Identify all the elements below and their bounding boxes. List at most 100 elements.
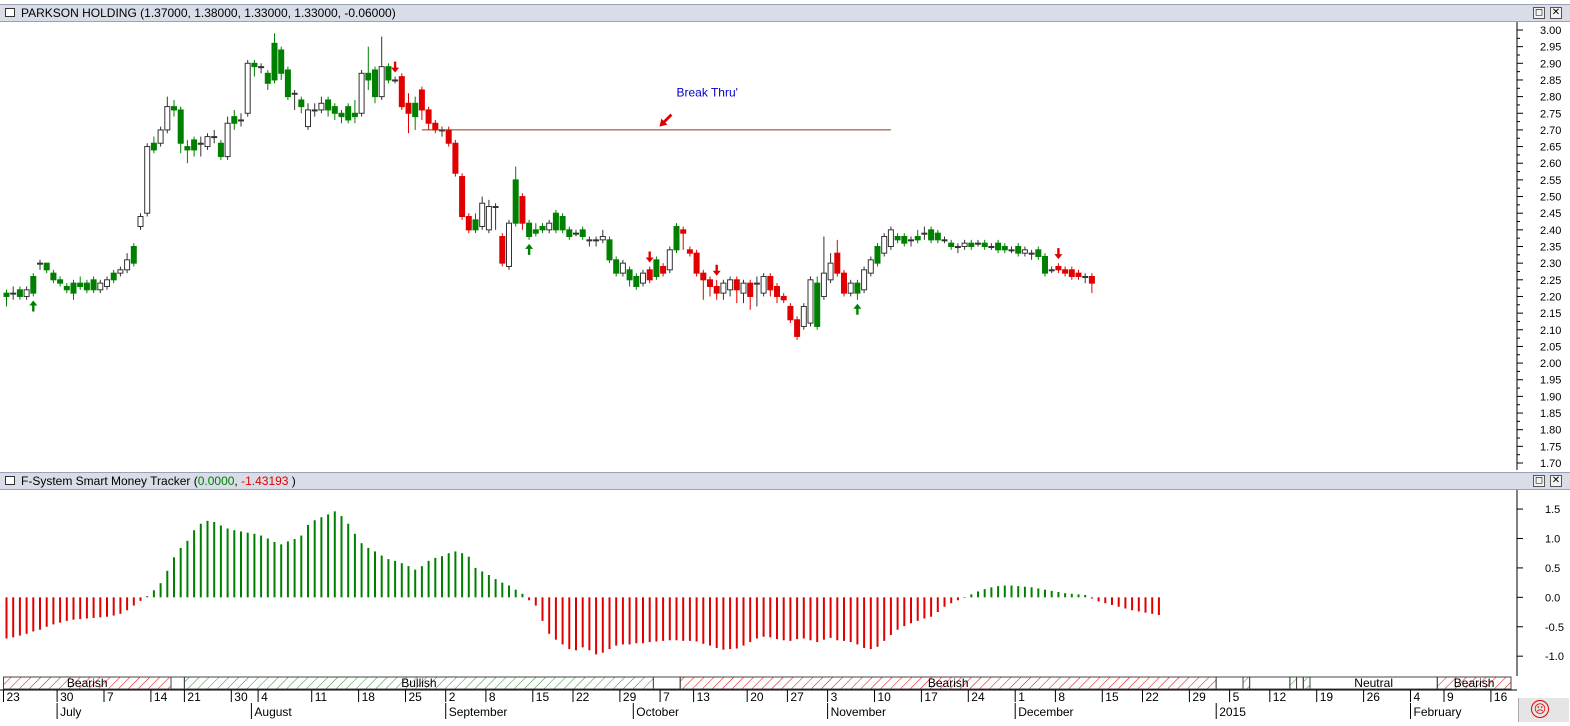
candle-body[interactable]: [50, 272, 57, 281]
candle-body[interactable]: [700, 272, 707, 281]
candle-body[interactable]: [519, 196, 526, 224]
candle-body[interactable]: [539, 226, 546, 231]
candle-body[interactable]: [546, 222, 553, 231]
candle-body[interactable]: [16, 289, 23, 297]
candle-body[interactable]: [57, 279, 64, 284]
candle-body[interactable]: [512, 179, 519, 224]
candle-body[interactable]: [244, 62, 251, 114]
candle-body[interactable]: [70, 282, 77, 294]
candle-body[interactable]: [325, 99, 332, 111]
candle-body[interactable]: [640, 272, 646, 284]
candle-body[interactable]: [97, 282, 104, 291]
candle-body[interactable]: [23, 289, 30, 297]
candle-body[interactable]: [43, 262, 50, 271]
status-face-icon[interactable]: ☹: [1531, 700, 1549, 718]
candle-body[interactable]: [881, 236, 888, 254]
candle-body[interactable]: [787, 305, 794, 321]
candle-body[interactable]: [894, 236, 901, 241]
candle-body[interactable]: [713, 285, 720, 294]
candle-body[interactable]: [211, 136, 218, 139]
candle-body[interactable]: [747, 282, 754, 297]
candle-body[interactable]: [981, 242, 988, 248]
candle-body[interactable]: [231, 116, 238, 124]
candle-body[interactable]: [418, 89, 425, 111]
candle-body[interactable]: [405, 102, 412, 114]
candle-body[interactable]: [305, 109, 311, 128]
candle-body[interactable]: [164, 106, 171, 131]
candle-body[interactable]: [861, 269, 868, 291]
candle-body[interactable]: [653, 259, 660, 277]
candle-body[interactable]: [224, 122, 231, 158]
candle-body[interactable]: [1062, 269, 1069, 274]
candle-body[interactable]: [331, 106, 338, 114]
candle-body[interactable]: [445, 129, 452, 144]
candle-body[interactable]: [901, 236, 908, 244]
candle-body[interactable]: [291, 92, 298, 95]
candle-body[interactable]: [130, 246, 137, 264]
candle-body[interactable]: [908, 239, 914, 242]
candle-body[interactable]: [934, 232, 941, 241]
candle-body[interactable]: [318, 102, 325, 111]
candle-body[interactable]: [485, 206, 492, 231]
restore-icon[interactable]: ◻: [1533, 475, 1545, 487]
candle-body[interactable]: [157, 129, 164, 144]
candle-body[interactable]: [975, 242, 981, 245]
candle-body[interactable]: [144, 146, 151, 214]
candle-body[interactable]: [30, 275, 37, 294]
candle-body[interactable]: [365, 72, 372, 81]
candle-body[interactable]: [941, 239, 948, 242]
candle-body[interactable]: [579, 229, 586, 238]
candle-body[interactable]: [767, 275, 774, 291]
candle-body[interactable]: [619, 262, 626, 274]
candle-body[interactable]: [1021, 249, 1028, 254]
candle-body[interactable]: [928, 229, 935, 241]
candle-body[interactable]: [258, 66, 265, 69]
candle-body[interactable]: [217, 142, 224, 158]
candle-body[interactable]: [720, 282, 727, 294]
candle-body[interactable]: [385, 66, 392, 81]
candle-body[interactable]: [10, 292, 17, 295]
candle-body[interactable]: [841, 272, 847, 294]
candle-body[interactable]: [740, 282, 747, 294]
candle-body[interactable]: [794, 319, 801, 337]
candle-body[interactable]: [954, 246, 961, 248]
candle-body[interactable]: [77, 282, 84, 287]
window-icon[interactable]: [5, 8, 15, 17]
candle-body[interactable]: [914, 236, 921, 241]
candle-body[interactable]: [251, 62, 258, 68]
candle-body[interactable]: [814, 282, 821, 327]
candle-body[interactable]: [606, 239, 613, 261]
candle-body[interactable]: [372, 69, 378, 98]
candle-body[interactable]: [573, 232, 579, 235]
candle-body[interactable]: [727, 279, 734, 291]
candle-body[interactable]: [707, 279, 713, 287]
candle-body[interactable]: [204, 136, 211, 148]
candle-body[interactable]: [867, 259, 874, 274]
candle-body[interactable]: [646, 269, 653, 281]
candle-body[interactable]: [104, 279, 110, 287]
candle-body[interactable]: [887, 229, 894, 248]
candle-body[interactable]: [378, 66, 385, 98]
candle-body[interactable]: [526, 222, 533, 238]
candle-body[interactable]: [459, 176, 466, 218]
candle-body[interactable]: [425, 109, 432, 124]
candle-body[interactable]: [968, 242, 975, 248]
candle-body[interactable]: [559, 216, 566, 231]
candle-body[interactable]: [566, 229, 573, 238]
candle-body[interactable]: [633, 275, 640, 287]
candle-body[interactable]: [271, 42, 278, 81]
candle-body[interactable]: [586, 239, 593, 242]
candle-body[interactable]: [593, 239, 600, 242]
candle-body[interactable]: [733, 279, 740, 291]
candle-body[interactable]: [191, 139, 198, 151]
candle-body[interactable]: [83, 282, 90, 291]
candle-body[interactable]: [874, 246, 881, 264]
candle-body[interactable]: [184, 146, 191, 151]
candle-body[interactable]: [1001, 246, 1008, 251]
candle-body[interactable]: [613, 259, 620, 274]
candle-body[interactable]: [552, 212, 559, 231]
candle-body[interactable]: [760, 275, 767, 294]
candle-body[interactable]: [171, 106, 177, 111]
candle-body[interactable]: [479, 202, 486, 228]
candle-body[interactable]: [800, 305, 807, 327]
